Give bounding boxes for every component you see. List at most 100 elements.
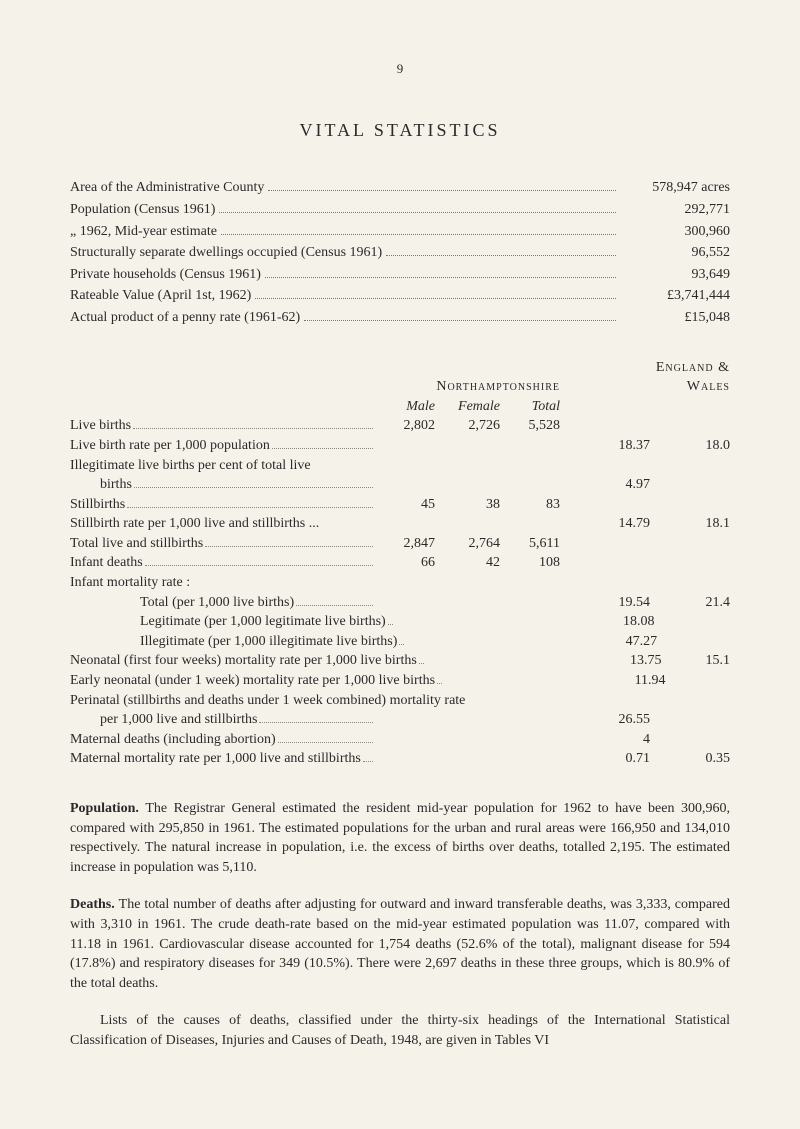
vital-row: Neonatal (first four weeks) mortality ra… [70,651,730,671]
vital-row: Maternal mortality rate per 1,000 live a… [70,749,730,769]
vital-row-label: births [100,475,132,495]
county-stat-label: Rateable Value (April 1st, 1962) [70,286,251,306]
vital-cell-total: 83 [500,495,560,515]
paragraph-text: The Registrar General estimated the resi… [70,801,730,875]
county-stat-row: Rateable Value (April 1st, 1962) £3,741,4… [70,286,730,306]
vital-cell-wales: 15.1 [661,651,730,671]
vital-cell-male: 66 [375,553,435,573]
county-stat-value: 300,960 [620,222,730,242]
county-stat-row: Area of the Administrative County 578,947… [70,178,730,198]
leader-dots [272,448,373,449]
body-paragraph: Deaths. The total number of deaths after… [70,895,730,993]
vital-cell-female: 2,726 [435,416,500,436]
paragraph-text: The total number of deaths after adjusti… [70,897,730,990]
vital-cell-total: 5,611 [500,534,560,554]
body-paragraph: Population. The Registrar General estima… [70,799,730,877]
col-header-total: Total [500,397,560,417]
vital-row: births 4.97 [70,475,730,495]
county-stat-label: Actual product of a penny rate (1961-62) [70,308,300,328]
county-stat-value: 578,947 acres [620,178,730,198]
county-stat-label: Area of the Administrative County [70,178,264,198]
county-stat-row: Population (Census 1961) 292,771 [70,200,730,220]
vital-cell-north: 11.94 [593,671,666,691]
vital-row: per 1,000 live and stillbirths 26.55 [70,710,730,730]
vital-row: Live births2,8022,7265,528 [70,416,730,436]
vital-row: Total live and stillbirths2,8472,7645,61… [70,534,730,554]
vital-cell-north: 18.08 [569,612,654,632]
paragraph-title: Population. [70,801,145,816]
leader-dots [296,605,373,606]
leader-dots [437,683,442,684]
vital-statistics-table: England & Northamptonshire Wales Male Fe… [70,358,730,769]
leader-dots [419,663,424,664]
vital-cell-north: 26.55 [560,710,650,730]
county-stat-row: „ 1962, Mid-year estimate 300,960 [70,222,730,242]
county-stat-value: 93,649 [620,265,730,285]
vital-row: Stillbirths453883 [70,495,730,515]
county-stat-label: Private households (Census 1961) [70,265,261,285]
county-stat-value: 292,771 [620,200,730,220]
vital-row-label: Infant deaths [70,553,143,573]
leader-dots [259,722,373,723]
leader-dots [304,320,616,321]
vital-row-label: Illegitimate (per 1,000 illegitimate liv… [140,632,397,652]
vital-row-label: Maternal mortality rate per 1,000 live a… [70,749,361,769]
vital-row: Live birth rate per 1,000 population18.3… [70,436,730,456]
vital-cell-male: 45 [375,495,435,515]
leader-dots [265,277,616,278]
vital-cell-north: 47.27 [575,632,657,652]
vital-cell-north: 4 [560,730,650,750]
leader-dots [127,507,373,508]
county-stat-value: £15,048 [620,308,730,328]
vital-row: Infant mortality rate : [70,573,730,593]
county-stat-label: Population (Census 1961) [70,200,215,220]
vital-cell-total: 108 [500,553,560,573]
vital-row: Legitimate (per 1,000 legitimate live bi… [70,612,730,632]
leader-dots [133,428,373,429]
vital-row-label: Perinatal (stillbirths and deaths under … [70,691,465,711]
col-header-male: Male [375,397,435,417]
page-title: VITAL STATISTICS [70,118,730,143]
vital-row-label: per 1,000 live and stillbirths [100,710,257,730]
vital-cell-north: 4.97 [560,475,650,495]
vital-cell-north: 14.79 [560,514,650,534]
vital-cell-north: 19.54 [560,593,650,613]
paragraph-text: Lists of the causes of deaths, classifie… [70,1013,730,1048]
vital-row-label: Early neonatal (under 1 week) mortality … [70,671,435,691]
vital-row-label: Illegitimate live births per cent of tot… [70,456,311,476]
leader-dots [399,644,404,645]
vital-cell-north: 0.71 [560,749,650,769]
vital-row-label: Total live and stillbirths [70,534,203,554]
county-stat-row: Actual product of a penny rate (1961-62)… [70,308,730,328]
county-stat-label: „ 1962, Mid-year estimate [70,222,217,242]
county-stat-value: £3,741,444 [620,286,730,306]
vital-row: Maternal deaths (including abortion) 4 [70,730,730,750]
leader-dots [134,487,373,488]
leader-dots [278,742,373,743]
england-wales-header-top: England & [650,358,730,378]
vital-row-label: Stillbirths [70,495,125,515]
vital-row: Perinatal (stillbirths and deaths under … [70,691,730,711]
page-number: 9 [70,60,730,78]
vital-row: Stillbirth rate per 1,000 live and still… [70,514,730,534]
leader-dots [255,298,616,299]
paragraph-title: Deaths. [70,897,119,912]
england-wales-header-bot: Wales [650,377,730,397]
leader-dots [221,234,616,235]
vital-row-label: Total (per 1,000 live births) [140,593,294,613]
county-stat-value: 96,552 [620,243,730,263]
county-stat-row: Structurally separate dwellings occupied… [70,243,730,263]
leader-dots [386,255,616,256]
leader-dots [363,761,373,762]
leader-dots [145,565,373,566]
vital-cell-wales: 0.35 [650,749,730,769]
vital-row: Total (per 1,000 live births)19.5421.4 [70,593,730,613]
vital-row-label: Maternal deaths (including abortion) [70,730,276,750]
vital-cell-wales: 18.1 [650,514,730,534]
col-header-female: Female [435,397,500,417]
vital-row-label: Stillbirth rate per 1,000 live and still… [70,514,319,534]
vital-cell-male: 2,802 [375,416,435,436]
county-stats-block: Area of the Administrative County 578,947… [70,178,730,327]
northamptonshire-header: Northamptonshire [70,377,650,397]
leader-dots [219,212,616,213]
